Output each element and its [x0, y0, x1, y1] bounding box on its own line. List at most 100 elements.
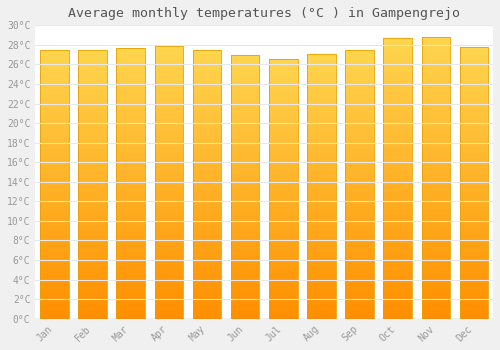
Bar [345, 168, 374, 171]
Bar [422, 71, 450, 74]
Bar [460, 313, 488, 316]
Bar [78, 302, 107, 305]
Bar [460, 275, 488, 278]
Bar [345, 114, 374, 117]
Bar [154, 239, 183, 242]
Bar [384, 178, 412, 181]
Bar [192, 241, 222, 243]
Bar [78, 128, 107, 131]
Bar [192, 310, 222, 313]
Bar [78, 222, 107, 225]
Bar [269, 121, 298, 124]
Bar [269, 160, 298, 163]
Bar [460, 180, 488, 183]
Bar [307, 223, 336, 226]
Bar [116, 259, 145, 262]
Bar [460, 71, 488, 74]
Bar [460, 272, 488, 275]
Bar [269, 228, 298, 230]
Bar [422, 175, 450, 178]
Bar [384, 226, 412, 229]
Bar [78, 120, 107, 122]
Bar [116, 118, 145, 121]
Bar [154, 87, 183, 90]
Bar [40, 139, 68, 141]
Bar [40, 187, 68, 190]
Bar [40, 281, 68, 284]
Bar [307, 242, 336, 244]
Bar [154, 166, 183, 169]
Bar [307, 252, 336, 255]
Bar [345, 77, 374, 79]
Bar [422, 234, 450, 237]
Bar [78, 190, 107, 192]
Bar [231, 316, 260, 318]
Bar [116, 164, 145, 167]
Bar [116, 48, 145, 50]
Bar [78, 227, 107, 230]
Bar [307, 207, 336, 210]
Bar [269, 126, 298, 129]
Bar [231, 97, 260, 99]
Bar [192, 187, 222, 190]
Bar [40, 222, 68, 225]
Bar [422, 119, 450, 121]
Bar [269, 308, 298, 311]
Bar [116, 72, 145, 75]
Bar [40, 50, 68, 52]
Bar [345, 50, 374, 52]
Bar [422, 43, 450, 46]
Bar [40, 216, 68, 219]
Bar [307, 194, 336, 197]
Bar [422, 313, 450, 316]
Bar [460, 134, 488, 136]
Bar [78, 58, 107, 61]
Bar [154, 158, 183, 160]
Bar [345, 246, 374, 249]
Bar [345, 58, 374, 61]
Bar [116, 99, 145, 102]
Bar [307, 199, 336, 202]
Bar [269, 178, 298, 181]
Bar [422, 37, 450, 40]
Bar [116, 56, 145, 58]
Bar [40, 176, 68, 179]
Bar [345, 198, 374, 200]
Bar [40, 265, 68, 267]
Bar [460, 128, 488, 131]
Bar [345, 233, 374, 235]
Bar [269, 165, 298, 168]
Bar [192, 128, 222, 131]
Bar [231, 121, 260, 123]
Bar [154, 125, 183, 128]
Bar [345, 273, 374, 276]
Bar [307, 107, 336, 109]
Bar [154, 155, 183, 158]
Bar [422, 203, 450, 206]
Bar [345, 101, 374, 104]
Bar [78, 286, 107, 289]
Bar [192, 308, 222, 310]
Bar [422, 248, 450, 251]
Bar [460, 90, 488, 93]
Bar [192, 294, 222, 297]
Bar [269, 74, 298, 77]
Bar [116, 97, 145, 99]
Bar [192, 230, 222, 233]
Bar [422, 144, 450, 147]
Bar [345, 184, 374, 187]
Bar [307, 197, 336, 199]
Bar [384, 237, 412, 240]
Bar [384, 80, 412, 83]
Bar [384, 69, 412, 72]
Bar [154, 111, 183, 114]
Bar [78, 104, 107, 106]
Bar [307, 284, 336, 287]
Bar [345, 262, 374, 265]
Bar [307, 306, 336, 308]
Bar [192, 216, 222, 219]
Bar [345, 160, 374, 163]
Bar [460, 155, 488, 158]
Bar [40, 179, 68, 182]
Bar [460, 82, 488, 85]
